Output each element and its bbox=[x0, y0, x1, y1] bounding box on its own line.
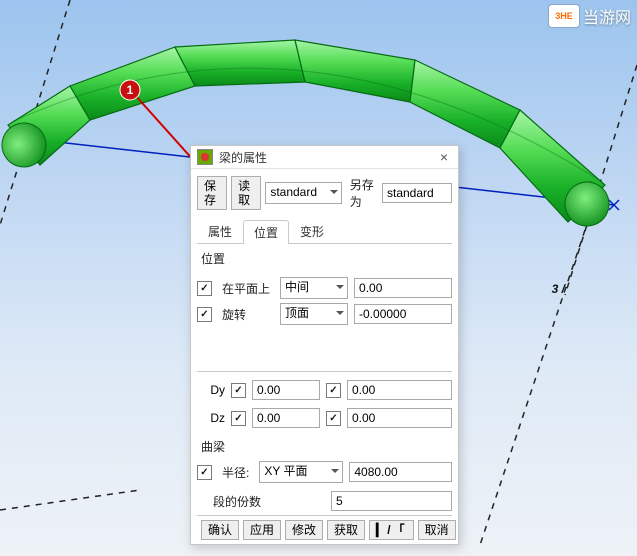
dy-check[interactable] bbox=[231, 383, 246, 398]
radius-plane[interactable]: XY 平面 bbox=[259, 461, 343, 483]
rotation-mode[interactable]: 顶面 bbox=[280, 303, 348, 325]
save-as-input[interactable]: standard bbox=[382, 183, 452, 203]
beam-properties-dialog: 梁的属性 × 保存 读取 standard 另存为 standard 属性 位置… bbox=[190, 145, 459, 545]
tab-deform[interactable]: 变形 bbox=[289, 219, 335, 243]
rotation-label: 旋转 bbox=[218, 306, 250, 323]
cancel-button[interactable]: 取消 bbox=[418, 520, 456, 540]
on-plane-value[interactable]: 0.00 bbox=[354, 278, 452, 298]
axis-label-3: 3 / bbox=[552, 282, 565, 296]
dz-value[interactable]: 0.00 bbox=[252, 408, 320, 428]
load-button[interactable]: 读取 bbox=[231, 176, 261, 210]
group-curve: 曲梁 bbox=[201, 438, 452, 455]
dz-check[interactable] bbox=[231, 411, 246, 426]
tabs: 属性 位置 变形 bbox=[197, 219, 452, 244]
tab-attributes[interactable]: 属性 bbox=[197, 219, 243, 243]
watermark-logo: 3HE bbox=[549, 5, 579, 27]
dz-value2[interactable]: 0.00 bbox=[347, 408, 452, 428]
group-position: 位置 bbox=[201, 250, 452, 267]
radius-value[interactable]: 4080.00 bbox=[349, 462, 452, 482]
app-icon bbox=[197, 149, 213, 165]
toggle-flags-button[interactable]: ▎/「 bbox=[369, 520, 414, 540]
segments-label: 段的份数 bbox=[197, 493, 265, 510]
on-plane-label: 在平面上 bbox=[218, 280, 274, 297]
rotation-check[interactable] bbox=[197, 307, 212, 322]
modify-button[interactable]: 修改 bbox=[285, 520, 323, 540]
dz-check2[interactable] bbox=[326, 411, 341, 426]
radius-check[interactable] bbox=[197, 465, 212, 480]
save-button[interactable]: 保存 bbox=[197, 176, 227, 210]
dy-value[interactable]: 0.00 bbox=[252, 380, 320, 400]
tab-position[interactable]: 位置 bbox=[243, 220, 289, 244]
rotation-value[interactable]: -0.00000 bbox=[354, 304, 452, 324]
dy-value2[interactable]: 0.00 bbox=[347, 380, 452, 400]
dz-label: Dz bbox=[197, 411, 225, 425]
apply-button[interactable]: 应用 bbox=[243, 520, 281, 540]
svg-text:1: 1 bbox=[127, 83, 134, 97]
dy-label: Dy bbox=[197, 383, 225, 397]
preset-combo[interactable]: standard bbox=[265, 182, 341, 204]
save-as-label: 另存为 bbox=[346, 176, 378, 210]
segments-value[interactable]: 5 bbox=[331, 491, 452, 511]
dialog-buttons: 确认 应用 修改 获取 ▎/「 取消 bbox=[197, 515, 452, 544]
on-plane-check[interactable] bbox=[197, 281, 212, 296]
watermark: 3HE 当游网 bbox=[549, 4, 631, 28]
watermark-text: 当游网 bbox=[583, 4, 631, 28]
viewport: 1 2 3 3 / 3HE 当游网 梁的属性 × 保存 读取 standard … bbox=[0, 0, 637, 556]
close-icon[interactable]: × bbox=[436, 149, 452, 165]
titlebar[interactable]: 梁的属性 × bbox=[191, 146, 458, 169]
on-plane-mode[interactable]: 中间 bbox=[280, 277, 348, 299]
get-button[interactable]: 获取 bbox=[327, 520, 365, 540]
dy-check2[interactable] bbox=[326, 383, 341, 398]
radius-label: 半径: bbox=[218, 464, 253, 481]
dialog-title: 梁的属性 bbox=[219, 149, 267, 166]
ok-button[interactable]: 确认 bbox=[201, 520, 239, 540]
